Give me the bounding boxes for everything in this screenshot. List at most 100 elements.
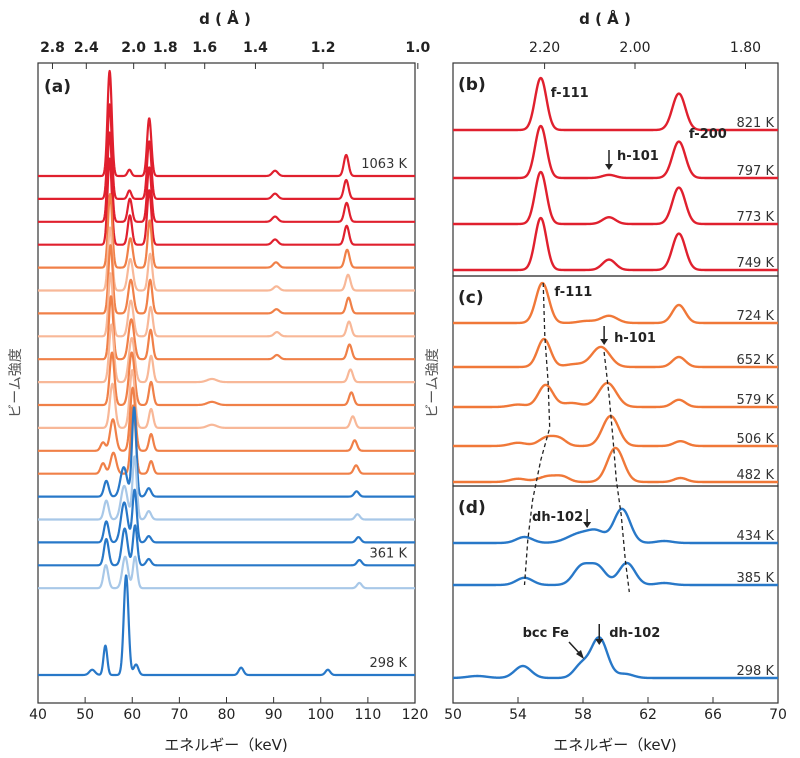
a-series-line-14 <box>37 406 416 498</box>
a-series-line-16 <box>37 488 416 544</box>
b-series-line-0 <box>452 76 779 132</box>
a-series-line-5 <box>37 226 416 292</box>
c-temperature-label-0: 724 K <box>737 309 775 324</box>
panel-a-x-ticks: 40 50 60 70 80 90 100 110 120 <box>29 697 428 723</box>
panel-b-series: 821 K 797 K 773 K 749 K <box>452 76 779 272</box>
panel-a-top-tick-label-1: 2.4 <box>74 40 99 56</box>
peak-shift-guide-0 <box>523 282 551 586</box>
panel-d-x-tick-label-1: 54 <box>509 707 527 723</box>
c-temperature-label-4: 482 K <box>737 468 775 483</box>
panel-a-top-tick-label-7: 1.0 <box>405 40 430 56</box>
panel-a-temperature-label-2: 298 K <box>370 656 408 671</box>
panel-a-top-tick-label-3: 1.8 <box>153 40 178 56</box>
arrow-b-h101-head <box>605 164 613 170</box>
d-temperature-label-0: 434 K <box>737 529 775 544</box>
arrow-d-dh102-upper-head <box>583 522 592 528</box>
a-series-line-10 <box>37 351 416 407</box>
panel-b-label: (b) <box>458 75 486 95</box>
a-series-line-19 <box>37 574 416 677</box>
panel-a-x-axis-label: エネルギー（keV) <box>164 736 288 754</box>
panel-d-label: (d) <box>458 498 486 518</box>
c-temperature-label-3: 506 K <box>737 432 775 447</box>
panel-a-top-axis-label: d ( Å ) <box>199 9 251 28</box>
a-series-line-7 <box>37 272 416 338</box>
panel-a-temperature-labels: 1063 K 361 K 298 K <box>361 157 407 671</box>
panel-d-frame <box>452 485 779 704</box>
panel-d-x-axis-label: エネルギー（keV) <box>553 736 677 754</box>
panel-a-temperature-label-1: 361 K <box>370 546 408 561</box>
peak-shift-guide-1 <box>603 351 630 593</box>
c-series-line-3 <box>452 414 779 448</box>
panel-b-top-tick-label-2: 1.80 <box>730 40 761 56</box>
a-series-line-11 <box>37 369 416 429</box>
annotation-c-f111: f-111 <box>554 285 592 300</box>
panel-b-frame <box>452 62 779 277</box>
arrow-c-h101-head <box>600 339 609 345</box>
a-series-line-6 <box>37 244 416 315</box>
c-series-line-2 <box>452 381 779 409</box>
b-series-line-2 <box>452 170 779 226</box>
panel-a: d ( Å ) 2.8 2.4 2.0 1.8 1.6 1.4 1.2 1.0 (a) 106… <box>8 9 430 754</box>
c-series-line-1 <box>452 337 779 369</box>
panel-c-frame <box>452 275 779 487</box>
panel-bcd-y-axis-label: ビーム強度 <box>425 348 441 418</box>
arrow-d-bccfe-head <box>576 650 584 659</box>
d-temperature-label-2: 298 K <box>737 664 775 679</box>
a-series-line-12 <box>37 386 416 452</box>
b-series-line-3 <box>452 216 779 272</box>
annotation-b-h101: h-101 <box>617 149 659 164</box>
d-temperature-label-1: 385 K <box>737 571 775 586</box>
a-series-line-0 <box>37 69 416 178</box>
peak-shift-guides <box>523 282 630 593</box>
panel-a-x-tick-label-1: 50 <box>76 707 94 723</box>
c-series-line-4 <box>452 446 779 484</box>
panel-a-top-tick-label-5: 1.4 <box>243 40 268 56</box>
arrow-d-dh102-lower-head <box>595 639 604 645</box>
annotation-d-bccfe: bcc Fe <box>523 626 570 641</box>
panel-a-label: (a) <box>44 77 71 97</box>
panel-d-x-ticks: 50 54 58 62 66 70 <box>444 697 787 723</box>
panel-d-x-tick-label-4: 66 <box>704 707 722 723</box>
panel-b-top-tick-label-0: 2.20 <box>529 40 560 56</box>
d-series-line-0 <box>452 507 779 545</box>
panel-a-x-tick-label-6: 100 <box>307 707 334 723</box>
panel-a-x-tick-label-0: 40 <box>29 707 47 723</box>
a-series-line-18 <box>37 555 416 590</box>
panel-d-x-tick-label-3: 62 <box>639 707 657 723</box>
panel-d-x-tick-label-0: 50 <box>444 707 462 723</box>
annotation-c-h101: h-101 <box>614 331 656 346</box>
b-temperature-label-1: 797 K <box>737 164 775 179</box>
a-series-line-1 <box>37 103 416 200</box>
panel-b-top-axis-label: d ( Å ) <box>579 9 631 28</box>
panel-c-series: 724 K 652 K 579 K 506 K 482 K <box>452 281 779 484</box>
panel-a-x-tick-label-3: 70 <box>170 707 188 723</box>
panel-d-series: 434 K 385 K 298 K <box>452 507 779 680</box>
panel-a-top-tick-label-2: 2.0 <box>121 40 146 56</box>
panel-a-x-tick-label-4: 80 <box>218 707 236 723</box>
panel-a-y-axis-label: ビーム強度 <box>8 348 24 418</box>
panel-d-x-tick-label-5: 70 <box>769 707 787 723</box>
b-series-line-1 <box>452 124 779 180</box>
panel-c-label: (c) <box>458 288 484 308</box>
c-temperature-label-2: 579 K <box>737 393 775 408</box>
a-series-line-8 <box>37 295 416 361</box>
b-temperature-label-2: 773 K <box>737 210 775 225</box>
b-temperature-label-0: 821 K <box>737 116 775 131</box>
panel-a-x-tick-label-7: 110 <box>355 707 382 723</box>
annotation-b-f200: f-200 <box>689 127 727 142</box>
peak-annotations: f-111 f-200 h-101 f-111 h-101 dh-102 bcc Fe dh-… <box>523 86 727 659</box>
panel-b-top-ticks: 2.20 2.00 1.80 <box>529 40 761 69</box>
panels-bcd: d ( Å ) 2.20 2.00 1.80 (b) (c) (d) 821 K 79… <box>425 9 787 754</box>
annotation-d-dh102-lower: dh-102 <box>609 626 660 641</box>
a-series-line-2 <box>37 131 416 223</box>
panel-a-x-tick-label-8: 120 <box>402 707 429 723</box>
a-series-line-17 <box>37 524 416 567</box>
b-temperature-label-3: 749 K <box>737 256 775 271</box>
annotation-b-f111: f-111 <box>551 86 589 101</box>
d-series-line-1 <box>452 561 779 587</box>
panel-a-top-tick-label-4: 1.6 <box>192 40 217 56</box>
a-series-line-13 <box>37 404 416 475</box>
c-series-line-0 <box>452 281 779 325</box>
panel-d-x-tick-label-2: 58 <box>574 707 592 723</box>
